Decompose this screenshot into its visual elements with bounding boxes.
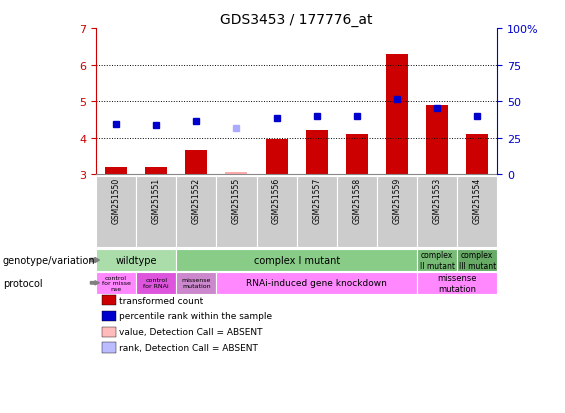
FancyBboxPatch shape	[96, 249, 176, 271]
FancyBboxPatch shape	[257, 176, 297, 247]
Bar	[105, 167, 127, 175]
Text: GSM251555: GSM251555	[232, 178, 241, 224]
FancyBboxPatch shape	[216, 176, 257, 247]
Text: complex
II mutant: complex II mutant	[420, 251, 454, 270]
Bar	[346, 135, 368, 175]
FancyBboxPatch shape	[417, 176, 457, 247]
Bar	[225, 173, 247, 175]
Text: transformed count: transformed count	[119, 296, 203, 305]
Text: genotype/variation: genotype/variation	[3, 255, 95, 266]
Text: GSM251559: GSM251559	[393, 178, 401, 224]
Title: GDS3453 / 177776_at: GDS3453 / 177776_at	[220, 12, 373, 26]
FancyBboxPatch shape	[136, 176, 176, 247]
FancyBboxPatch shape	[337, 176, 377, 247]
Text: GSM251557: GSM251557	[312, 178, 321, 224]
Text: GSM251552: GSM251552	[192, 178, 201, 224]
Text: control
for misse
nse: control for misse nse	[102, 275, 131, 292]
Text: value, Detection Call = ABSENT: value, Detection Call = ABSENT	[119, 327, 262, 336]
FancyBboxPatch shape	[417, 272, 497, 294]
Bar	[185, 151, 207, 175]
Bar	[386, 55, 408, 175]
FancyBboxPatch shape	[297, 176, 337, 247]
FancyBboxPatch shape	[176, 272, 216, 294]
FancyBboxPatch shape	[136, 272, 176, 294]
Text: missense
mutation: missense mutation	[182, 278, 211, 289]
Text: GSM251553: GSM251553	[433, 178, 441, 224]
Bar	[426, 105, 448, 175]
FancyBboxPatch shape	[216, 272, 417, 294]
Text: percentile rank within the sample: percentile rank within the sample	[119, 311, 272, 320]
Bar	[306, 131, 328, 175]
Text: wildtype: wildtype	[115, 255, 157, 266]
Text: complex
III mutant: complex III mutant	[459, 251, 496, 270]
FancyBboxPatch shape	[457, 249, 497, 271]
Text: GSM251558: GSM251558	[353, 178, 361, 224]
Bar	[266, 140, 288, 175]
Text: GSM251556: GSM251556	[272, 178, 281, 224]
FancyBboxPatch shape	[417, 249, 457, 271]
Text: RNAi-induced gene knockdown: RNAi-induced gene knockdown	[246, 279, 387, 287]
FancyBboxPatch shape	[176, 176, 216, 247]
Bar	[466, 135, 488, 175]
FancyBboxPatch shape	[96, 176, 136, 247]
FancyBboxPatch shape	[457, 176, 497, 247]
Text: complex I mutant: complex I mutant	[254, 255, 340, 266]
Text: GSM251551: GSM251551	[152, 178, 160, 224]
Text: missense
mutation: missense mutation	[437, 273, 477, 293]
Text: protocol: protocol	[3, 278, 42, 288]
Bar	[145, 167, 167, 175]
FancyBboxPatch shape	[96, 272, 136, 294]
FancyBboxPatch shape	[176, 249, 417, 271]
Text: control
for RNAi: control for RNAi	[144, 278, 169, 289]
Text: rank, Detection Call = ABSENT: rank, Detection Call = ABSENT	[119, 343, 258, 352]
Text: GSM251554: GSM251554	[473, 178, 481, 224]
FancyBboxPatch shape	[377, 176, 417, 247]
Text: GSM251550: GSM251550	[112, 178, 120, 224]
